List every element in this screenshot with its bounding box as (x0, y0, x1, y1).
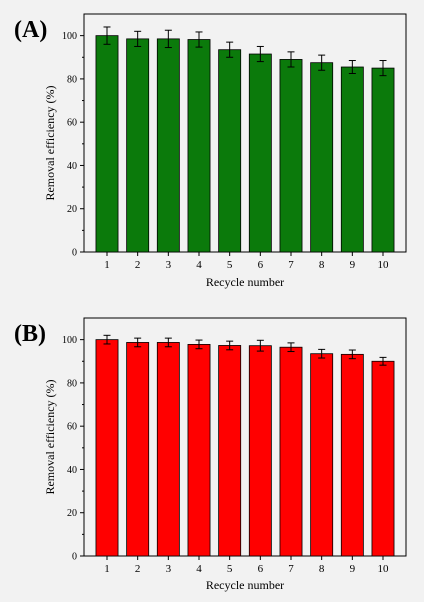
bar-a-4 (187, 39, 211, 253)
error-bar-a-5 (226, 41, 234, 58)
x-tick-label: 4 (196, 563, 202, 575)
x-tick-label: 7 (288, 259, 294, 271)
y-tick-label: 0 (72, 552, 77, 563)
error-bar-a-8 (318, 54, 326, 71)
y-tick-label: 20 (67, 508, 77, 519)
x-tick-label: 9 (350, 563, 356, 575)
error-bar-b-8 (318, 348, 326, 359)
x-tick-label: 2 (135, 563, 141, 575)
error-bar-a-3 (164, 29, 172, 49)
x-tick-label: 7 (288, 563, 294, 575)
bar-b-6 (248, 345, 272, 557)
y-tick-label: 40 (67, 465, 77, 476)
x-tick-label: 10 (378, 259, 390, 271)
x-tick-label: 9 (350, 259, 356, 271)
y-tick-label: 100 (62, 31, 77, 42)
error-bar-b-3 (164, 337, 172, 348)
bar-b-4 (187, 343, 211, 557)
bar-a-3 (156, 38, 180, 253)
y-tick-label: 80 (67, 378, 77, 389)
error-bar-b-1 (103, 334, 111, 345)
error-bar-a-9 (348, 60, 356, 74)
plot-frame-b (83, 317, 407, 557)
bar-a-8 (310, 62, 334, 253)
panel-label-a: (A) (14, 17, 47, 43)
bars-b (95, 339, 395, 557)
panel-a: (A) Removal efficiency (%) Recycle numbe… (14, 13, 407, 289)
panel-b: (B) Removal efficiency (%) Recycle numbe… (14, 317, 407, 592)
error-bar-a-4 (195, 31, 203, 48)
error-bar-b-2 (134, 337, 142, 348)
y-tick-label: 20 (67, 204, 77, 215)
bar-b-5 (218, 345, 242, 557)
y-tick-label: 40 (67, 161, 77, 172)
bar-a-10 (371, 67, 395, 253)
x-tick-label: 6 (258, 563, 264, 575)
bar-a-7 (279, 59, 303, 253)
bar-a-1 (95, 35, 119, 253)
bar-a-5 (218, 49, 242, 253)
error-bars-a (103, 26, 387, 77)
y-tick-label: 0 (72, 248, 77, 259)
x-tick-label: 8 (319, 259, 325, 271)
bar-b-8 (310, 353, 334, 557)
bars-a (95, 35, 395, 253)
y-tick-label: 100 (62, 335, 77, 346)
bar-a-9 (340, 66, 364, 253)
y-tick-label: 80 (67, 74, 77, 85)
error-bar-b-9 (348, 349, 356, 360)
x-ticks-b: 1 2 3 4 5 6 7 8 9 10 (104, 556, 389, 575)
x-tick-label: 3 (166, 563, 172, 575)
bar-a-6 (248, 53, 272, 253)
bar-b-3 (156, 342, 180, 557)
error-bar-b-10 (379, 356, 387, 366)
bar-b-7 (279, 346, 303, 557)
bar-b-1 (95, 339, 119, 557)
error-bar-b-7 (287, 342, 295, 353)
x-tick-label: 8 (319, 563, 325, 575)
x-axis-label-a: Recycle number (206, 275, 284, 289)
error-bar-a-6 (256, 45, 264, 63)
y-ticks-b: 0 20 40 60 80 100 (62, 335, 84, 563)
x-tick-label: 5 (227, 259, 233, 271)
x-ticks-a: 1 2 3 4 5 6 7 8 9 10 (104, 252, 389, 271)
error-bar-a-7 (287, 51, 295, 68)
error-bar-a-10 (379, 60, 387, 77)
error-bars-b (103, 334, 387, 366)
y-axis-label-a: Removal efficiency (%) (43, 85, 57, 200)
bar-a-2 (126, 38, 150, 253)
bar-b-9 (340, 353, 364, 557)
bar-b-10 (371, 360, 395, 557)
y-tick-label: 60 (67, 422, 77, 433)
x-tick-label: 6 (258, 259, 264, 271)
plot-frame-a (83, 13, 407, 253)
panel-label-b: (B) (14, 321, 46, 347)
error-bar-b-5 (226, 340, 234, 351)
error-bar-a-1 (103, 26, 111, 45)
bar-b-2 (126, 342, 150, 557)
y-ticks-a: 0 20 40 60 80 100 (62, 31, 84, 259)
y-axis-label-b: Removal efficiency (%) (43, 379, 57, 494)
error-bar-b-4 (195, 339, 203, 350)
y-tick-label: 60 (67, 118, 77, 129)
x-tick-label: 5 (227, 563, 233, 575)
x-axis-label-b: Recycle number (206, 578, 284, 592)
x-tick-label: 3 (166, 259, 172, 271)
x-tick-label: 10 (378, 563, 390, 575)
error-bar-a-2 (134, 30, 142, 47)
error-bar-b-6 (256, 339, 264, 352)
x-tick-label: 2 (135, 259, 141, 271)
x-tick-label: 4 (196, 259, 202, 271)
x-tick-label: 1 (104, 563, 110, 575)
x-tick-label: 1 (104, 259, 110, 271)
